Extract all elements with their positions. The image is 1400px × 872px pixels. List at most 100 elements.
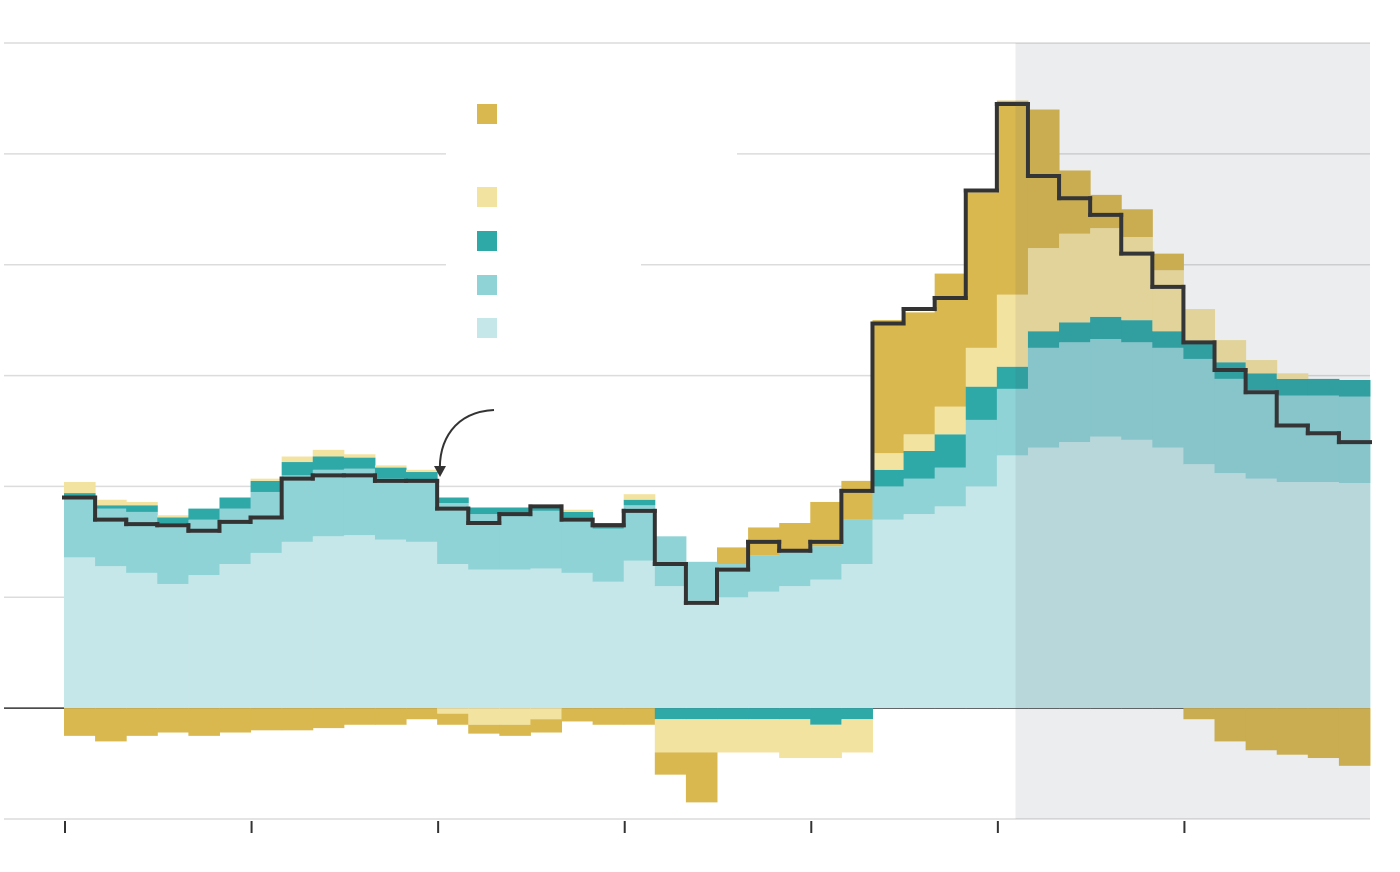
bar-segment [1338, 396, 1371, 484]
bar-segment [343, 535, 376, 709]
bar-segment [157, 517, 189, 524]
bar-segment [779, 586, 811, 709]
bar-segment [312, 456, 345, 470]
bar-segment [1121, 237, 1153, 321]
total-line [62, 101, 1372, 605]
bar-segment [343, 708, 376, 725]
bar-segment [779, 523, 811, 551]
bar-segment [95, 708, 127, 742]
bar-segment [1059, 442, 1091, 709]
bar-segment [685, 561, 718, 601]
bar-segment [810, 546, 842, 580]
bar-segment [934, 506, 967, 709]
legend-swatch [477, 318, 497, 338]
bar-segment [250, 491, 283, 553]
bar-segment [965, 419, 998, 487]
shaded-area [1015, 43, 1370, 819]
bar-segment [685, 600, 718, 709]
bar-segment [1276, 378, 1309, 396]
bar-segment [934, 273, 967, 407]
legend-swatch [477, 231, 497, 251]
bar-segment [717, 547, 749, 565]
bar-segment [1090, 338, 1122, 437]
bar-segment [748, 708, 780, 720]
bar-segment [1245, 373, 1278, 390]
bar-segment [1276, 481, 1309, 709]
bar-segment [250, 480, 283, 492]
annotation-arrow [438, 409, 495, 475]
bar-segment [312, 708, 345, 729]
bar-segment [343, 454, 376, 458]
bar-segment [499, 724, 531, 736]
bar-segment [1152, 347, 1184, 448]
bar-segment [779, 708, 811, 720]
bar-segment [1307, 481, 1340, 709]
bar-segment [965, 386, 998, 420]
bar-segment [1183, 342, 1216, 359]
bar-segment [1307, 378, 1340, 396]
bar-segment [250, 552, 283, 709]
bar-segment [1059, 233, 1091, 323]
bar-segment [281, 475, 314, 542]
bar-segment [374, 539, 407, 709]
bar-segment [654, 719, 687, 753]
bar-segment [1276, 395, 1309, 482]
bar-segment [1121, 320, 1153, 343]
bar-segment [406, 480, 438, 542]
bar-segment [592, 708, 625, 725]
bar-segment [343, 468, 376, 536]
bar-segment [810, 501, 842, 547]
bar-segment [934, 406, 967, 435]
bar-segment [623, 499, 656, 506]
bar-segment [437, 713, 469, 725]
bar-segment [95, 566, 127, 709]
bar-segment [157, 523, 189, 584]
bar-segment [126, 572, 158, 709]
bar-segment [281, 456, 314, 463]
bar-segment [374, 465, 407, 468]
legend-swatch [477, 187, 497, 207]
bar-segment [219, 508, 252, 565]
bar-segment [1059, 170, 1091, 234]
bar-segment [872, 320, 905, 454]
bar-segment [219, 497, 252, 509]
bar-segment [1059, 342, 1091, 443]
bar-segment [717, 597, 749, 709]
bar-segment [126, 511, 158, 573]
bar-segment [64, 481, 96, 494]
bar-segment [1183, 358, 1216, 465]
bar-segment [437, 503, 469, 565]
bar-segment [654, 586, 687, 709]
bar-segment [903, 312, 936, 435]
bar-segment [841, 564, 873, 709]
bar-segment [1276, 373, 1309, 379]
bar-segment [872, 453, 905, 470]
bar-segment [188, 708, 220, 736]
bar-segment [1214, 378, 1247, 474]
bar-segment [1027, 331, 1060, 348]
bar-segment [406, 472, 438, 481]
bar-segment [872, 519, 905, 709]
bar-segment [779, 550, 811, 587]
bar-segment [468, 708, 500, 725]
bar-segment [841, 719, 873, 753]
bar-segment [1027, 109, 1060, 249]
bar-segment [1183, 309, 1216, 343]
bar-segment [1027, 347, 1060, 448]
bar-segment [1245, 360, 1278, 374]
bar-segment [95, 508, 127, 567]
bar-segment [157, 583, 189, 709]
bar-segment [1121, 209, 1153, 237]
bar-segment [64, 493, 96, 498]
bar-segment [934, 467, 967, 507]
shaded-region [1015, 43, 1370, 819]
bar-segment [1338, 380, 1371, 397]
bar-segment [1183, 464, 1216, 709]
bar-segment [623, 708, 656, 725]
bar-segment [64, 497, 96, 558]
bar-segment [810, 579, 842, 709]
bar-segment [1183, 708, 1216, 720]
bar-segment [965, 486, 998, 709]
bar-segment [530, 719, 563, 733]
